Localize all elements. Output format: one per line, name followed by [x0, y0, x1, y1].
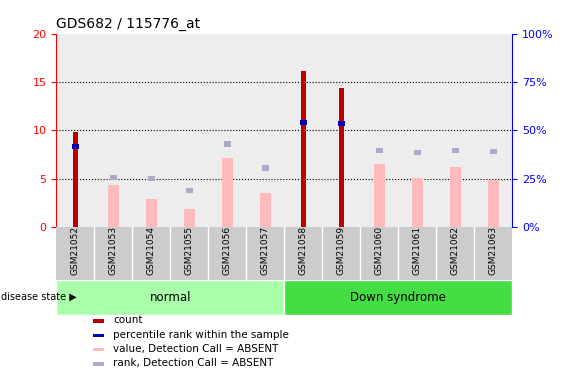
Bar — [224, 141, 231, 147]
Bar — [56, 280, 284, 315]
Bar — [301, 71, 306, 227]
Bar — [110, 175, 117, 180]
Bar — [93, 333, 104, 337]
Bar — [412, 178, 423, 227]
Bar — [262, 165, 269, 171]
Bar — [93, 362, 104, 366]
Bar — [186, 188, 193, 193]
Bar — [399, 34, 436, 227]
Bar — [488, 180, 499, 227]
Text: Down syndrome: Down syndrome — [350, 291, 446, 304]
Bar — [95, 34, 132, 227]
Bar — [474, 34, 512, 227]
Text: disease state ▶: disease state ▶ — [1, 292, 77, 302]
Bar — [338, 121, 345, 126]
Text: GDS682 / 115776_at: GDS682 / 115776_at — [56, 17, 200, 32]
Bar — [339, 88, 343, 227]
Text: count: count — [113, 315, 143, 326]
Bar — [222, 158, 233, 227]
Bar — [146, 199, 157, 227]
Bar — [376, 148, 383, 153]
Bar — [208, 34, 247, 227]
Bar — [436, 34, 474, 227]
Text: percentile rank within the sample: percentile rank within the sample — [113, 330, 289, 340]
Bar — [132, 34, 171, 227]
Bar — [148, 176, 155, 182]
Bar — [284, 280, 512, 315]
Bar — [93, 319, 104, 323]
Bar — [322, 34, 360, 227]
Bar — [374, 164, 385, 227]
Bar — [452, 148, 459, 153]
Bar — [184, 209, 195, 227]
Bar — [260, 193, 271, 227]
Bar — [284, 34, 322, 227]
Bar — [490, 149, 497, 154]
Bar — [300, 120, 307, 125]
Text: value, Detection Call = ABSENT: value, Detection Call = ABSENT — [113, 344, 279, 354]
Text: normal: normal — [150, 291, 191, 304]
Bar — [247, 34, 284, 227]
Bar — [108, 185, 119, 227]
Bar — [450, 167, 461, 227]
Text: rank, Detection Call = ABSENT: rank, Detection Call = ABSENT — [113, 358, 274, 368]
Bar — [414, 150, 421, 155]
Bar — [73, 132, 78, 227]
Bar — [360, 34, 398, 227]
Bar — [72, 144, 79, 150]
Bar — [171, 34, 208, 227]
Bar — [56, 34, 95, 227]
Bar — [93, 348, 104, 351]
